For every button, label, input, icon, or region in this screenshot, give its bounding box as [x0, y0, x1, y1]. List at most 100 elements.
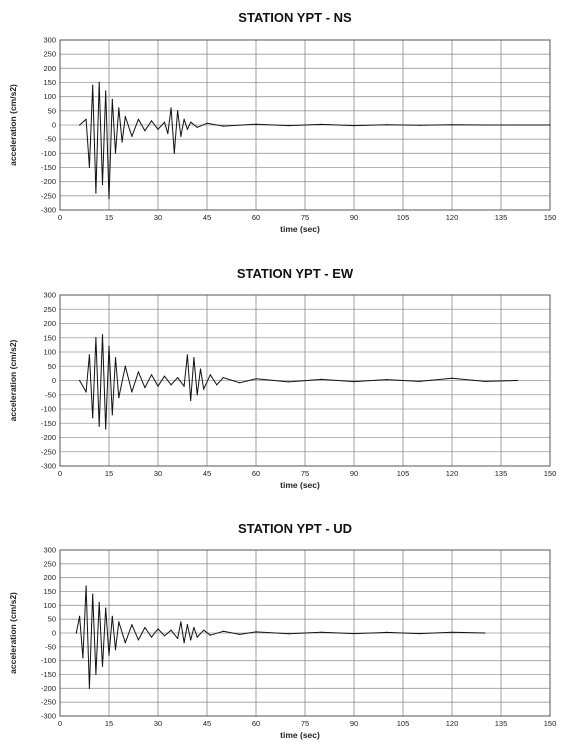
data-point: [118, 397, 120, 399]
x-tick-label: 120: [446, 719, 459, 728]
data-point: [124, 642, 126, 644]
y-tick-label: 150: [43, 587, 56, 596]
data-point: [92, 593, 94, 595]
data-point: [186, 624, 188, 626]
data-point: [101, 334, 104, 336]
data-point: [418, 633, 420, 635]
y-tick-label: -250: [41, 191, 56, 200]
data-point: [88, 166, 90, 169]
data-point: [101, 183, 104, 186]
y-tick-label: -250: [41, 698, 56, 707]
data-point: [144, 130, 146, 132]
x-tick-label: 30: [154, 719, 162, 728]
data-point: [183, 118, 185, 120]
data-point: [255, 123, 257, 125]
data-point: [196, 636, 198, 638]
data-point: [95, 337, 97, 339]
y-tick-label: 250: [43, 559, 56, 568]
y-tick-label: -100: [41, 149, 56, 158]
y-tick-label: 100: [43, 348, 56, 357]
data-point: [222, 125, 224, 127]
data-point: [320, 631, 322, 633]
x-tick-label: 0: [58, 469, 62, 478]
data-point: [124, 115, 126, 118]
data-point: [163, 375, 166, 377]
data-point: [177, 110, 179, 112]
data-point: [111, 414, 113, 416]
data-point: [255, 631, 257, 633]
data-point: [320, 378, 322, 380]
data-point: [170, 384, 172, 386]
data-point: [203, 388, 205, 390]
data-point: [170, 629, 172, 631]
y-tick-label: 250: [43, 50, 56, 59]
data-point: [193, 626, 195, 629]
data-point: [131, 391, 133, 393]
y-tick-label: 200: [43, 573, 56, 582]
x-axis-label: time (sec): [280, 730, 320, 740]
y-tick-label: -150: [41, 670, 56, 679]
data-point: [549, 124, 551, 126]
data-point: [288, 381, 290, 383]
y-tick-label: 250: [43, 305, 56, 314]
data-point: [196, 126, 198, 128]
data-point: [193, 357, 195, 359]
y-tick-label: 300: [43, 36, 56, 45]
y-axis-label: acceleration (cm/s2): [8, 592, 18, 674]
data-point: [137, 639, 139, 641]
y-tick-label: 100: [43, 601, 56, 610]
data-point: [353, 633, 355, 635]
data-point: [98, 81, 100, 84]
data-point: [190, 639, 192, 641]
data-point: [190, 399, 192, 401]
data-point: [137, 118, 139, 120]
x-tick-label: 60: [252, 719, 260, 728]
y-tick-label: -50: [45, 390, 56, 399]
data-point: [88, 354, 90, 356]
data-point: [451, 631, 453, 633]
x-tick-label: 0: [58, 719, 62, 728]
data-point: [108, 198, 110, 200]
data-point: [209, 634, 211, 636]
x-tick-label: 120: [446, 469, 459, 478]
data-point: [386, 124, 388, 126]
data-point: [144, 626, 146, 629]
data-point: [216, 384, 218, 386]
data-point: [85, 391, 87, 393]
data-point: [386, 631, 388, 634]
y-tick-label: -100: [41, 656, 56, 665]
data-point: [131, 624, 133, 626]
data-point: [88, 687, 90, 689]
x-tick-label: 135: [495, 213, 508, 222]
x-tick-label: 30: [154, 469, 162, 478]
x-tick-label: 60: [252, 213, 260, 222]
data-point: [288, 125, 290, 127]
data-point: [108, 345, 110, 347]
data-point: [288, 633, 290, 635]
data-point: [177, 637, 179, 640]
data-point: [190, 121, 192, 123]
data-point: [131, 135, 133, 137]
data-point: [105, 607, 107, 609]
data-point: [95, 673, 97, 676]
chart-panel-3: STATION YPT - UD300250200150100500-50-10…: [8, 521, 556, 740]
y-tick-label: -300: [41, 462, 56, 471]
y-axis-label: acceleration (cm/s2): [8, 84, 18, 166]
x-tick-label: 75: [301, 719, 309, 728]
data-point: [85, 585, 87, 587]
data-point: [484, 124, 486, 126]
data-point: [484, 380, 486, 382]
plot-frame: [59, 549, 551, 717]
data-point: [209, 374, 211, 376]
x-tick-label: 105: [397, 719, 410, 728]
data-point: [196, 394, 198, 396]
data-point: [79, 615, 81, 618]
x-tick-label: 120: [446, 213, 459, 222]
data-point: [186, 128, 188, 130]
data-point: [255, 378, 257, 380]
x-tick-label: 150: [544, 719, 557, 728]
data-point: [79, 124, 81, 126]
y-tick-label: -100: [41, 405, 56, 414]
y-tick-label: 50: [48, 615, 56, 624]
